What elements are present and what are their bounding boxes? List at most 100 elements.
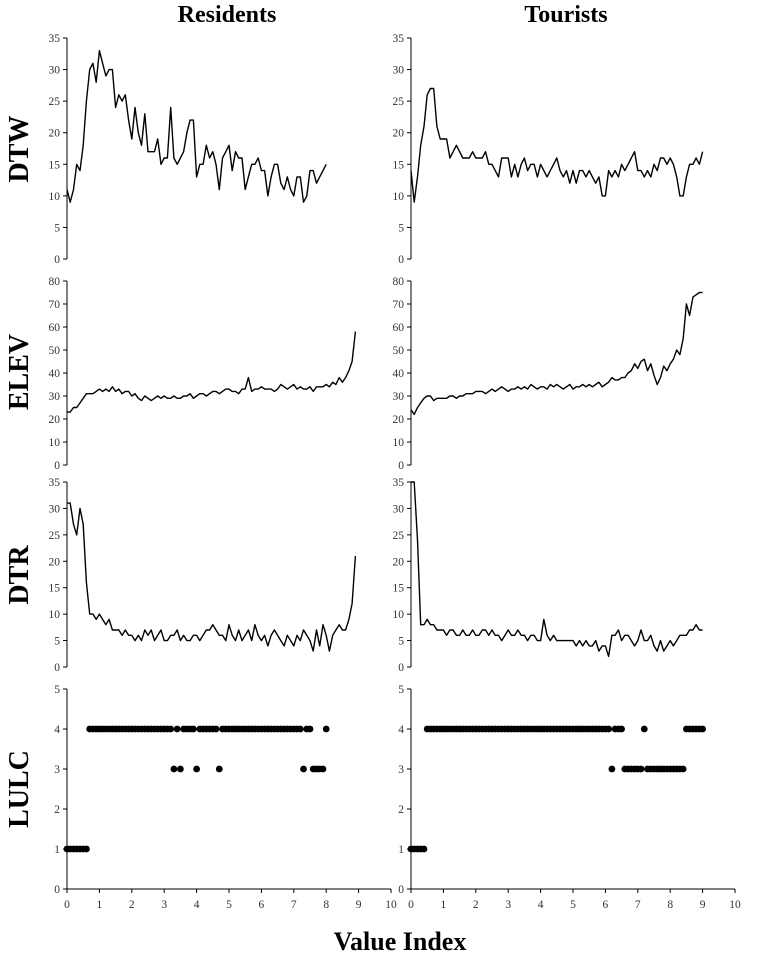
y-tick-label: 20 (393, 556, 405, 568)
y-tick-label: 35 (49, 33, 61, 45)
y-tick-label: 60 (49, 322, 61, 334)
scatter-point (618, 725, 625, 733)
panel-dtw-residents: 0 5 10 15 20 25 30 35 (49, 33, 327, 266)
x-tick-label: 9 (356, 899, 362, 911)
x-tick-label: 3 (161, 899, 167, 911)
y-tick-label: 5 (398, 636, 404, 648)
column-title-tourists: Tourists (524, 2, 607, 28)
scatter-point (296, 725, 304, 733)
y-tick-label: 10 (393, 609, 405, 621)
y-tick-label: 15 (49, 159, 61, 171)
row-label-dtr: DTR (4, 545, 35, 605)
y-tick-label: 2 (54, 804, 60, 816)
y-tick-label: 40 (393, 368, 405, 380)
y-tick-label: 15 (393, 159, 405, 171)
scatter-point (640, 725, 648, 733)
y-tick-label: 0 (54, 254, 60, 266)
x-tick-label: 8 (667, 899, 673, 911)
x-tick-label: 4 (538, 899, 544, 911)
scatter-point (173, 725, 181, 733)
x-tick-label: 5 (570, 899, 576, 911)
y-tick-label: 20 (49, 414, 61, 426)
y-tick-label: 3 (54, 764, 60, 776)
row-label-dtw: DTW (4, 116, 35, 183)
y-tick-label: 35 (393, 33, 405, 45)
series-line-elev-residents (67, 331, 357, 413)
scatter-point (319, 765, 327, 773)
y-tick-label: 0 (54, 884, 60, 896)
x-tick-label: 10 (729, 899, 741, 911)
scatter-point (170, 765, 178, 773)
row-label-elev: ELEV (4, 334, 35, 410)
scatter-point (300, 765, 307, 773)
y-tick-label: 0 (398, 460, 404, 472)
y-tick-label: 35 (49, 477, 61, 489)
x-tick-label: 6 (603, 899, 609, 911)
panel-dtr-tourists: 0 5 10 15 20 25 30 35 (393, 477, 703, 674)
y-tick-label: 70 (49, 299, 61, 311)
y-tick-label: 60 (393, 322, 405, 334)
scatter-point (212, 725, 220, 733)
y-tick-label: 4 (54, 724, 60, 736)
y-tick-label: 80 (49, 276, 61, 288)
y-tick-label: 30 (49, 391, 61, 403)
x-tick-label: 2 (473, 899, 479, 911)
panel-dtw-tourists: 0 5 10 15 20 25 30 35 (393, 33, 704, 266)
y-tick-label: 80 (393, 276, 405, 288)
y-tick-label: 5 (398, 222, 404, 234)
x-tick-label: 8 (323, 899, 329, 911)
panel-lulc-tourists: 0 1 2 3 4 5 0 1 2 3 4 5 6 7 8 9 10 (398, 684, 741, 911)
x-tick-label: 10 (385, 899, 397, 911)
y-tick-label: 4 (398, 724, 404, 736)
x-axis-label: Value Index (334, 927, 467, 956)
x-tick-label: 2 (129, 899, 135, 911)
y-tick-label: 20 (49, 128, 61, 140)
scatter-point (83, 845, 90, 853)
scatter-point (322, 725, 330, 733)
y-tick-label: 30 (393, 391, 405, 403)
y-tick-label: 5 (54, 222, 60, 234)
y-tick-label: 3 (398, 764, 404, 776)
y-tick-label: 30 (49, 503, 61, 515)
y-tick-label: 5 (54, 636, 60, 648)
scatter-point (679, 765, 687, 773)
x-tick-label: 7 (291, 899, 297, 911)
scatter-point (193, 765, 201, 773)
scatter-point (177, 765, 184, 773)
x-tick-label: 1 (441, 899, 447, 911)
y-tick-label: 30 (393, 503, 405, 515)
x-tick-label: 9 (700, 899, 706, 911)
y-tick-label: 2 (398, 804, 404, 816)
y-tick-label: 0 (398, 662, 404, 674)
scatter-point (189, 725, 197, 733)
x-tick-label: 0 (64, 899, 70, 911)
y-tick-label: 5 (54, 684, 60, 696)
column-title-residents: Residents (178, 2, 277, 28)
series-line-dtw-residents (66, 49, 327, 203)
x-tick-label: 6 (259, 899, 265, 911)
y-tick-label: 15 (49, 583, 61, 595)
y-tick-label: 0 (54, 662, 60, 674)
series-line-dtw-tourists (410, 87, 704, 203)
y-tick-label: 5 (398, 684, 404, 696)
x-tick-label: 3 (505, 899, 511, 911)
scatter-point (215, 765, 223, 773)
y-tick-label: 25 (49, 96, 61, 108)
scatter-point (306, 725, 314, 733)
y-tick-label: 20 (393, 128, 405, 140)
y-tick-label: 25 (49, 530, 61, 542)
x-tick-label: 7 (635, 899, 641, 911)
panel-elev-residents: 0 10 20 30 40 50 60 70 80 (49, 276, 357, 472)
scatter-point (637, 765, 645, 773)
y-tick-label: 70 (393, 299, 405, 311)
row-label-lulc: LULC (4, 750, 35, 828)
y-tick-label: 30 (393, 65, 405, 77)
y-tick-label: 25 (393, 96, 405, 108)
y-tick-label: 0 (398, 884, 404, 896)
y-tick-label: 0 (398, 254, 404, 266)
x-tick-label: 4 (194, 899, 200, 911)
y-tick-label: 10 (49, 609, 61, 621)
y-tick-label: 20 (393, 414, 405, 426)
y-tick-label: 40 (49, 368, 61, 380)
